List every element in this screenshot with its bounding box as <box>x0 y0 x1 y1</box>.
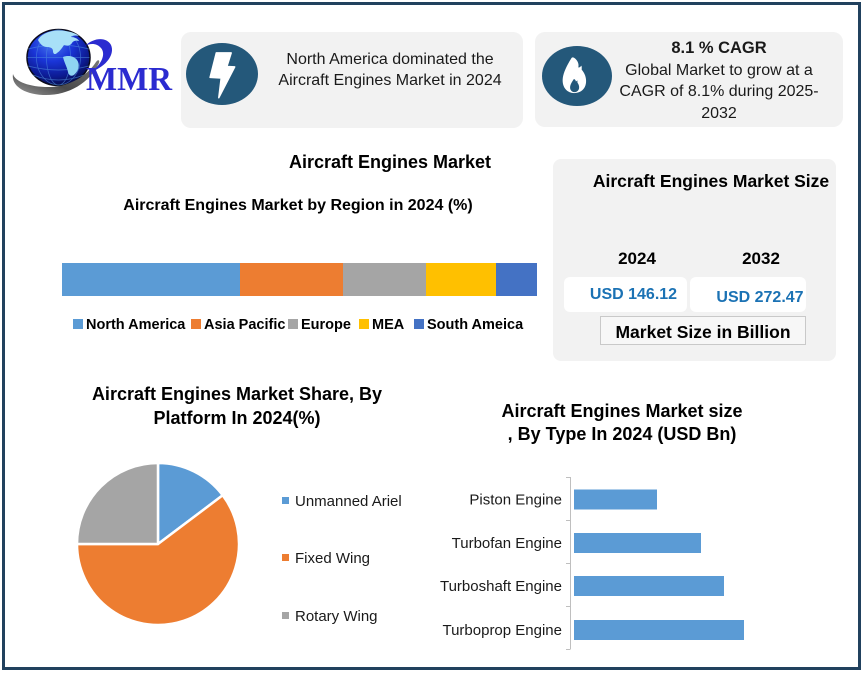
svg-text:Turbofan Engine: Turbofan Engine <box>452 535 562 552</box>
svg-text:Turboshaft Engine: Turboshaft Engine <box>440 578 562 595</box>
svg-text:Piston Engine: Piston Engine <box>469 492 562 509</box>
svg-text:Turboprop Engine: Turboprop Engine <box>442 622 562 639</box>
svg-text:MMR: MMR <box>86 61 172 98</box>
